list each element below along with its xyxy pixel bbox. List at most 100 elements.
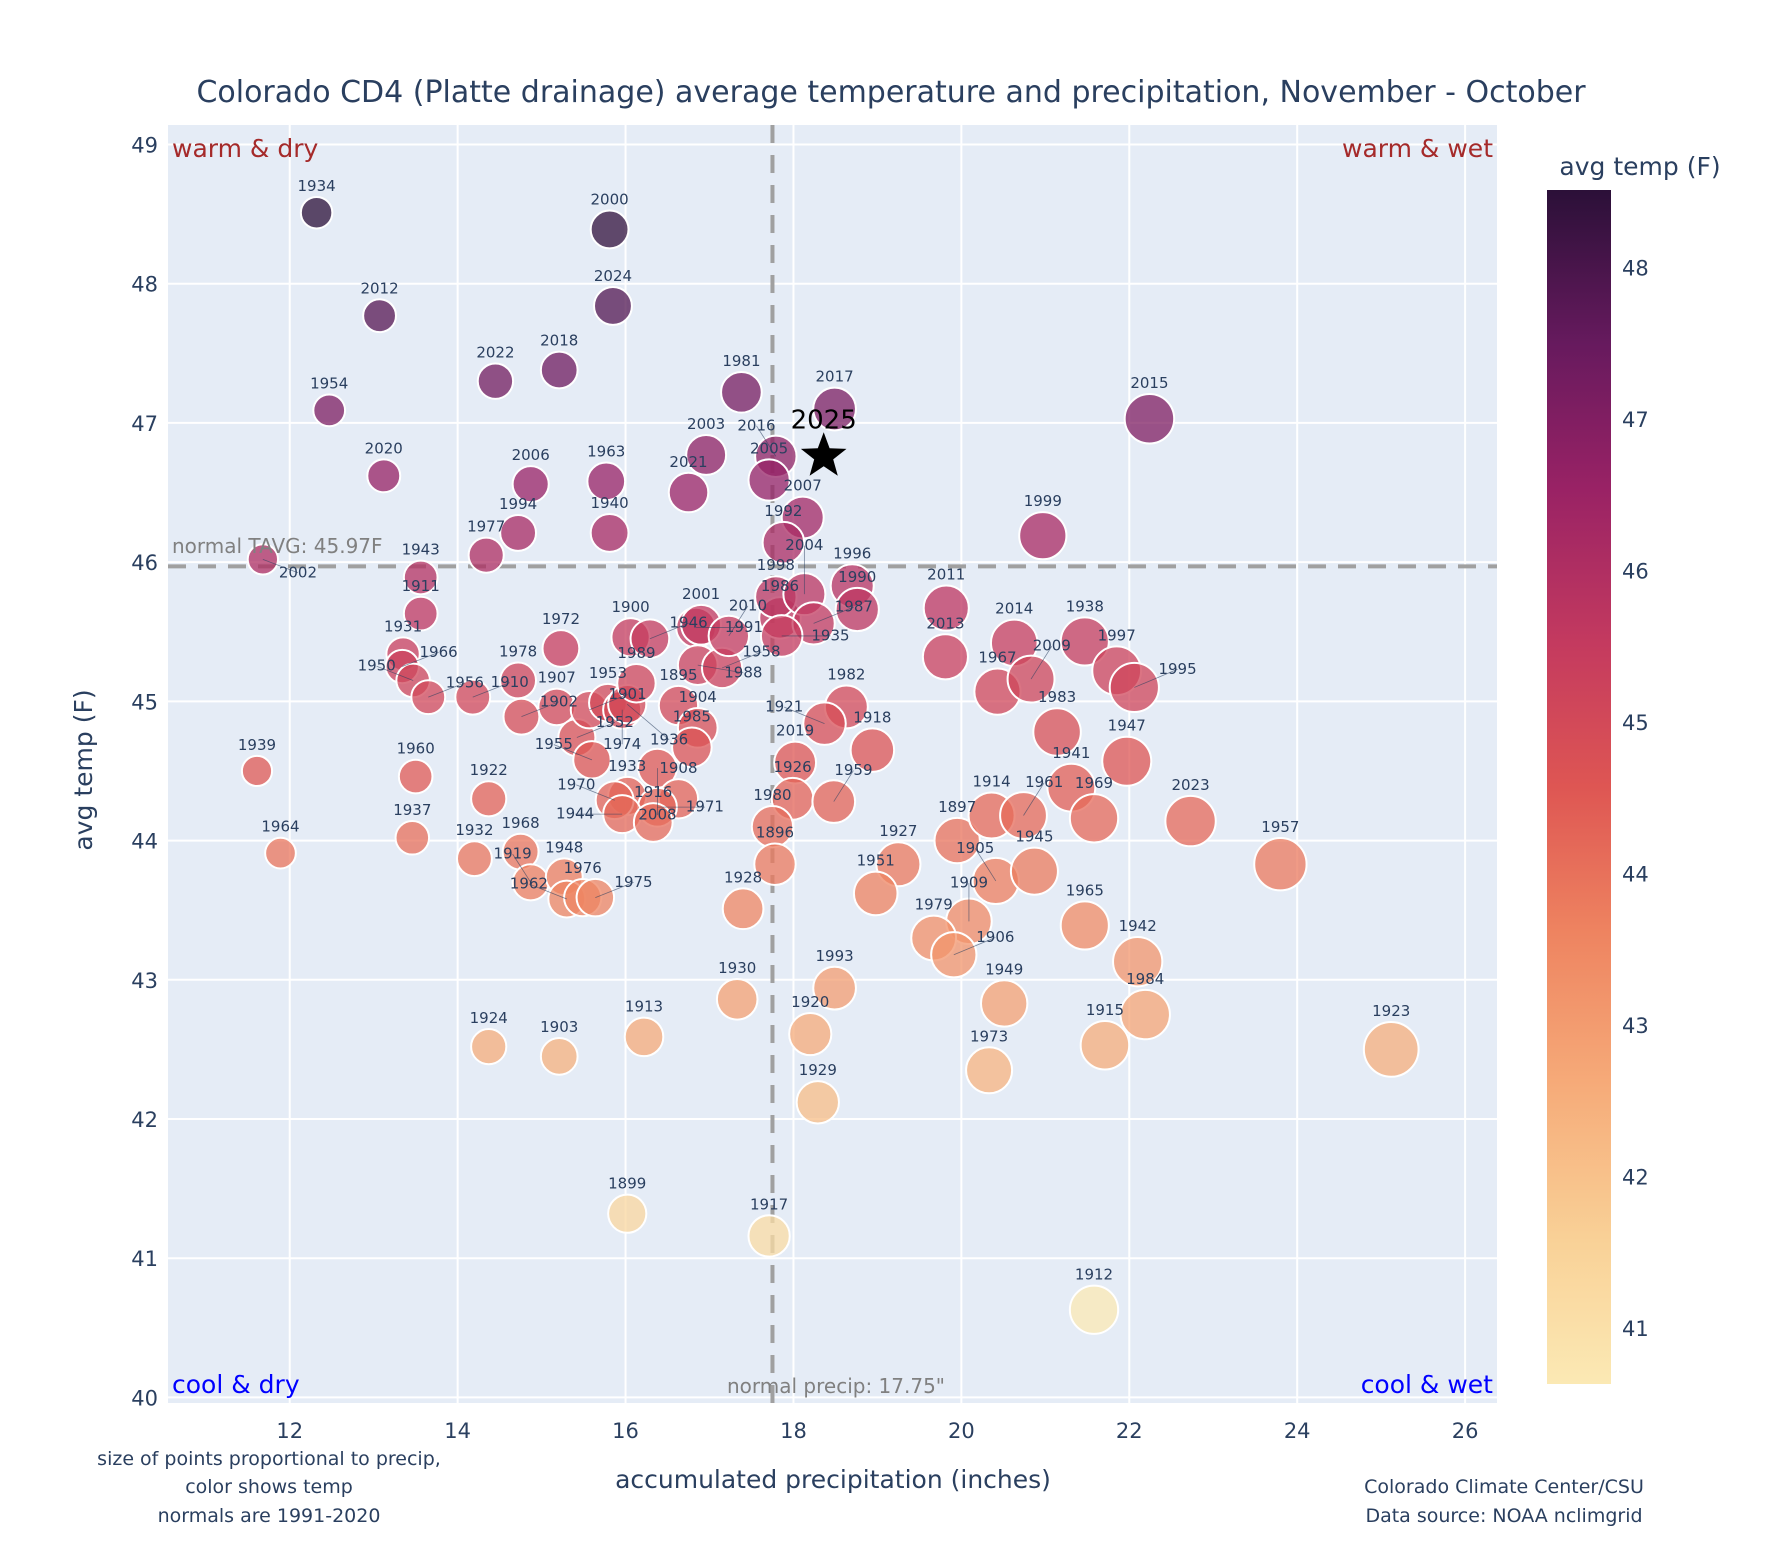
point-1956: [410, 679, 447, 716]
point-1949: [980, 979, 1029, 1028]
point-2011: [922, 584, 970, 632]
point-label-1930: 1930: [718, 959, 756, 977]
leader-line-1958: [721, 651, 762, 669]
point-label-1979: 1979: [915, 896, 953, 914]
colorbar-tick-label: 41: [1622, 1317, 1649, 1341]
point-label-1924: 1924: [470, 1009, 508, 1027]
point-1940: [589, 512, 630, 553]
point-2006: [511, 465, 550, 504]
colorbar-tick-labels: 41 42 43 44 45 46 47 48: [1622, 256, 1649, 1341]
point-label-1958: 1958: [742, 643, 780, 661]
point-label-1976: 1976: [564, 859, 602, 877]
leader-line-2002: [262, 558, 299, 574]
point-label-1935: 1935: [811, 626, 849, 644]
point-label-2022: 2022: [476, 343, 514, 361]
point-1973: [965, 1046, 1014, 1095]
point-label-1965: 1965: [1066, 881, 1104, 899]
point-2000: [589, 209, 630, 250]
leader-line-1955: [553, 744, 593, 761]
highlight-2025: 2025: [791, 405, 857, 476]
point-1945: [1009, 846, 1059, 896]
quadrant-label-cool-wet: cool & wet: [1361, 1370, 1493, 1399]
point-label-1931: 1931: [384, 617, 422, 635]
y-tick-label: 41: [131, 1247, 158, 1271]
point-label-1942: 1942: [1119, 917, 1157, 935]
point-label-2014: 2014: [995, 600, 1033, 618]
leader-line-1975: [595, 882, 634, 899]
point-1911: [402, 595, 439, 632]
colorbar-tick-label: 42: [1622, 1165, 1649, 1189]
y-tick-label: 42: [131, 1108, 158, 1132]
point-label-1953: 1953: [589, 664, 627, 682]
y-tick-label: 48: [131, 273, 158, 297]
point-2015: [1123, 392, 1176, 445]
point-2012: [362, 298, 397, 334]
point-2013: [921, 633, 969, 681]
point-label-2000: 2000: [591, 190, 629, 208]
leader-line-1919: [512, 853, 532, 883]
point-label-2002: 2002: [279, 563, 317, 581]
leader-line-1921: [784, 706, 825, 724]
point-label-1909: 1909: [950, 874, 988, 892]
point-label-1957: 1957: [1261, 818, 1299, 836]
colorbar: [1547, 190, 1611, 1384]
point-label-1921: 1921: [765, 698, 803, 716]
point-label-1940: 1940: [591, 494, 629, 512]
point-1918: [849, 727, 896, 773]
leader-line-1959: [833, 770, 854, 802]
point-label-1949: 1949: [985, 960, 1023, 978]
point-label-1926: 1926: [774, 758, 812, 776]
point-1969: [1068, 793, 1120, 844]
point-label-1983: 1983: [1038, 688, 1076, 706]
point-2018: [539, 350, 579, 390]
point-label-2007: 2007: [784, 477, 822, 495]
note-line-1: size of points proportional to precip,: [97, 1448, 441, 1470]
point-2003: [685, 433, 728, 476]
quadrant-label-warm-dry: warm & dry: [172, 134, 318, 163]
point-1963: [586, 461, 627, 502]
x-tick-label: 14: [444, 1419, 471, 1443]
point-label-1907: 1907: [538, 669, 576, 687]
point-label-1991: 1991: [725, 618, 763, 636]
point-label-2016: 2016: [737, 416, 775, 434]
point-2021: [667, 471, 710, 514]
point-label-1982: 1982: [827, 665, 865, 683]
point-label-1962: 1962: [510, 874, 548, 892]
point-label-1929: 1929: [799, 1061, 837, 1079]
point-label-1934: 1934: [298, 177, 336, 195]
x-tick-label: 16: [612, 1419, 639, 1443]
star-marker-icon: [800, 432, 847, 476]
y-tick-label: 47: [131, 412, 158, 436]
chart-title: Colorado CD4 (Platte drainage) average t…: [196, 75, 1586, 110]
y-axis-title: avg temp (F): [69, 689, 98, 850]
normal-tavg-label: normal TAVG: 45.97F: [172, 534, 383, 558]
point-label-1905: 1905: [956, 839, 994, 857]
point-1934: [299, 195, 334, 230]
point-label-1916: 1916: [634, 783, 672, 801]
point-label-1944: 1944: [556, 805, 594, 823]
colorbar-tick-label: 45: [1622, 711, 1649, 735]
point-label-1937: 1937: [393, 801, 431, 819]
point-label-1939: 1939: [238, 736, 276, 754]
point-label-2017: 2017: [816, 368, 854, 386]
point-label-1987: 1987: [835, 597, 873, 615]
leader-line-1952: [576, 722, 616, 738]
point-label-1915: 1915: [1086, 1001, 1124, 1019]
y-tick-label: 43: [131, 969, 158, 993]
leader-line-1936: [626, 703, 670, 741]
point-label-2009: 2009: [1033, 637, 1071, 655]
colorbar-title: avg temp (F): [1559, 152, 1720, 181]
point-label-1960: 1960: [397, 740, 435, 758]
x-tick-label: 26: [1452, 1419, 1479, 1443]
point-1999: [1018, 511, 1068, 561]
colorbar-tick-label: 43: [1622, 1014, 1649, 1038]
credit-line-2: Data source: NOAA nclimgrid: [1365, 1505, 1642, 1527]
point-label-1941: 1941: [1052, 744, 1090, 762]
leader-line-1902: [521, 701, 560, 718]
leader-line-1906: [953, 937, 996, 956]
point-label-1996: 1996: [833, 544, 871, 562]
point-1983: [1032, 707, 1082, 757]
point-1981: [720, 370, 763, 414]
leader-line-2010: [728, 605, 749, 637]
point-label-1992: 1992: [764, 502, 802, 520]
